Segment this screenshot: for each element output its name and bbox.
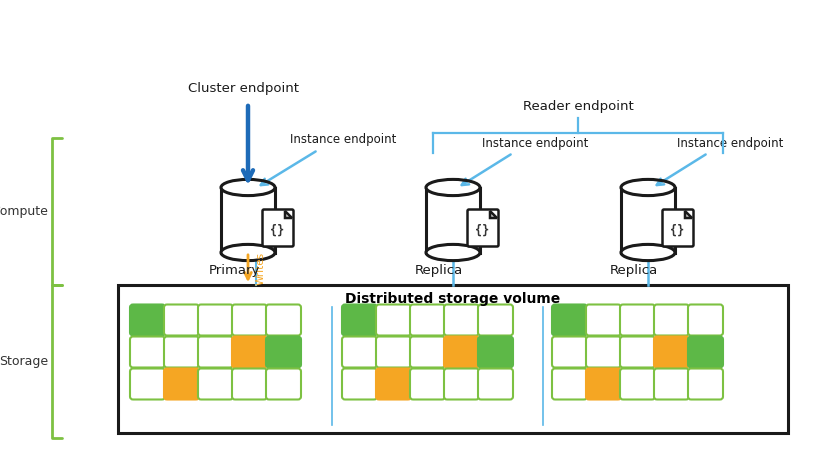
FancyBboxPatch shape	[654, 368, 689, 400]
FancyBboxPatch shape	[164, 336, 199, 368]
FancyBboxPatch shape	[620, 336, 655, 368]
Text: {}: {}	[475, 224, 489, 236]
FancyBboxPatch shape	[552, 336, 587, 368]
Ellipse shape	[621, 179, 675, 196]
FancyBboxPatch shape	[342, 336, 377, 368]
Text: {}: {}	[270, 224, 284, 236]
Polygon shape	[490, 211, 497, 218]
FancyBboxPatch shape	[376, 336, 411, 368]
Polygon shape	[685, 211, 692, 218]
FancyBboxPatch shape	[376, 304, 411, 336]
FancyBboxPatch shape	[232, 336, 267, 368]
FancyBboxPatch shape	[426, 188, 480, 253]
FancyBboxPatch shape	[266, 336, 301, 368]
Text: Storage: Storage	[0, 355, 48, 368]
Ellipse shape	[426, 179, 480, 196]
FancyBboxPatch shape	[586, 304, 621, 336]
FancyBboxPatch shape	[198, 368, 233, 400]
FancyBboxPatch shape	[663, 210, 694, 247]
Text: Reader endpoint: Reader endpoint	[523, 100, 633, 113]
FancyBboxPatch shape	[410, 368, 445, 400]
Ellipse shape	[221, 244, 275, 261]
FancyBboxPatch shape	[164, 368, 199, 400]
FancyBboxPatch shape	[620, 368, 655, 400]
FancyBboxPatch shape	[266, 304, 301, 336]
FancyBboxPatch shape	[468, 210, 499, 247]
Text: Writes: Writes	[256, 252, 266, 285]
FancyBboxPatch shape	[232, 368, 267, 400]
FancyBboxPatch shape	[478, 304, 513, 336]
FancyBboxPatch shape	[552, 304, 587, 336]
Text: Cluster endpoint: Cluster endpoint	[188, 82, 298, 95]
Text: Replica: Replica	[415, 264, 463, 277]
FancyBboxPatch shape	[444, 336, 479, 368]
FancyBboxPatch shape	[688, 304, 723, 336]
Text: Instance endpoint: Instance endpoint	[290, 133, 396, 147]
FancyBboxPatch shape	[586, 336, 621, 368]
FancyBboxPatch shape	[342, 304, 377, 336]
FancyBboxPatch shape	[221, 188, 275, 253]
FancyBboxPatch shape	[130, 336, 165, 368]
FancyBboxPatch shape	[688, 336, 723, 368]
FancyBboxPatch shape	[130, 368, 165, 400]
Ellipse shape	[221, 179, 275, 196]
FancyBboxPatch shape	[376, 368, 411, 400]
FancyBboxPatch shape	[620, 304, 655, 336]
Text: Distributed storage volume: Distributed storage volume	[346, 292, 561, 306]
Text: Instance endpoint: Instance endpoint	[676, 137, 783, 149]
Text: {}: {}	[670, 224, 684, 236]
FancyBboxPatch shape	[654, 336, 689, 368]
FancyBboxPatch shape	[118, 285, 788, 433]
FancyBboxPatch shape	[552, 368, 587, 400]
FancyBboxPatch shape	[232, 304, 267, 336]
FancyBboxPatch shape	[342, 368, 377, 400]
Text: Replica: Replica	[610, 264, 658, 277]
Text: Compute: Compute	[0, 205, 48, 218]
Text: Instance endpoint: Instance endpoint	[482, 137, 588, 149]
FancyBboxPatch shape	[444, 368, 479, 400]
Ellipse shape	[426, 244, 480, 261]
FancyBboxPatch shape	[410, 304, 445, 336]
FancyBboxPatch shape	[478, 336, 513, 368]
FancyBboxPatch shape	[198, 336, 233, 368]
FancyBboxPatch shape	[263, 210, 293, 247]
FancyBboxPatch shape	[266, 368, 301, 400]
FancyBboxPatch shape	[621, 188, 675, 253]
Ellipse shape	[621, 244, 675, 261]
FancyBboxPatch shape	[410, 336, 445, 368]
FancyBboxPatch shape	[478, 368, 513, 400]
Polygon shape	[285, 211, 292, 218]
FancyBboxPatch shape	[654, 304, 689, 336]
FancyBboxPatch shape	[130, 304, 165, 336]
Text: Primary: Primary	[208, 264, 260, 277]
FancyBboxPatch shape	[164, 304, 199, 336]
FancyBboxPatch shape	[444, 304, 479, 336]
FancyBboxPatch shape	[688, 368, 723, 400]
FancyBboxPatch shape	[586, 368, 621, 400]
FancyBboxPatch shape	[198, 304, 233, 336]
